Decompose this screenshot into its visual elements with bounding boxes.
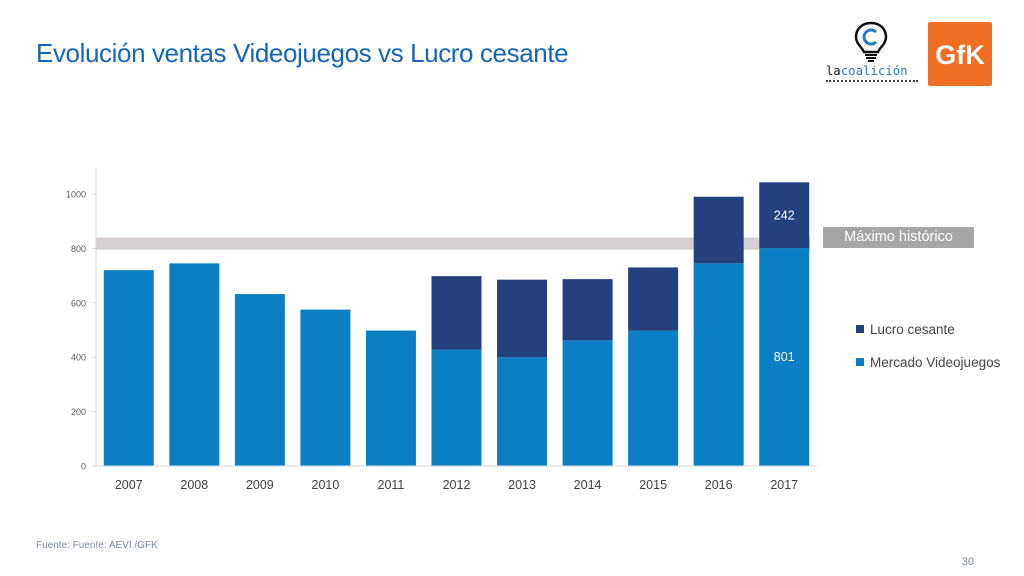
source-note: Fuente: Fuente: AEVI /GFK: [36, 540, 158, 551]
x-tick-label-2008: 2008: [180, 478, 208, 492]
chart-legend: Lucro cesante Mercado Videojuegos: [856, 320, 1006, 386]
y-tick-label: 1000: [66, 190, 86, 200]
legend-swatch-lucro: [856, 325, 864, 333]
x-tick-label-2007: 2007: [115, 478, 143, 492]
y-tick-label: 400: [71, 353, 86, 363]
lacoalicion-logo: lacoalición: [826, 20, 918, 86]
x-tick-label-2009: 2009: [246, 478, 274, 492]
lacoalicion-wordmark: lacoalición: [826, 64, 908, 78]
max-historico-label: Máximo histórico: [823, 227, 974, 248]
bar-lucro-2014: [562, 279, 613, 341]
x-tick-label-2012: 2012: [443, 478, 471, 492]
gfk-logo: GfK: [928, 22, 992, 86]
max-historico-band: [96, 237, 810, 250]
bar-lucro-2016: [693, 196, 744, 264]
bar-lucro-2017: [759, 182, 810, 249]
bar-mercado-2008: [169, 263, 220, 466]
x-tick-label-2010: 2010: [312, 478, 340, 492]
bar-mercado-2009: [234, 294, 285, 466]
y-tick-label: 200: [71, 407, 86, 417]
lacoalicion-tagline-line: [826, 80, 918, 85]
legend-item-lucro: Lucro cesante: [856, 320, 1006, 339]
y-tick-label: 600: [71, 298, 86, 308]
bar-mercado-2015: [628, 330, 679, 466]
bar-lucro-2013: [497, 279, 548, 358]
bar-mercado-2007: [103, 270, 154, 466]
y-tick-label: 0: [81, 462, 86, 472]
y-tick-label: 800: [71, 244, 86, 254]
legend-swatch-mercado: [856, 358, 864, 366]
bar-mercado-2017: [759, 248, 810, 466]
gfk-wordmark-icon: GfK: [935, 40, 985, 70]
legend-label-mercado: Mercado Videojuegos: [870, 355, 1001, 370]
bar-mercado-2016: [693, 263, 744, 466]
x-tick-label-2014: 2014: [574, 478, 602, 492]
x-tick-label-2011: 2011: [378, 478, 405, 492]
page-title: Evolución ventas Videojuegos vs Lucro ce…: [36, 38, 569, 68]
bar-lucro-2015: [628, 267, 679, 331]
bar-mercado-2013: [497, 357, 548, 466]
x-tick-label-2017: 2017: [770, 478, 798, 492]
lightbulb-icon: [854, 21, 888, 62]
data-label-2017-mercado: 801: [774, 350, 795, 364]
page-number: 30: [961, 556, 974, 568]
bar-mercado-2012: [431, 349, 482, 466]
svg-text:GfK: GfK: [935, 40, 985, 70]
legend-item-mercado: Mercado Videojuegos: [856, 353, 1006, 372]
data-label-2017-lucro: 242: [774, 208, 795, 222]
bar-lucro-2012: [431, 276, 482, 350]
x-tick-label-2013: 2013: [508, 478, 536, 492]
bar-mercado-2014: [562, 340, 613, 466]
bar-mercado-2010: [300, 309, 351, 466]
legend-label-lucro: Lucro cesante: [870, 322, 955, 337]
x-tick-label-2015: 2015: [639, 478, 667, 492]
bar-mercado-2011: [365, 330, 416, 466]
x-tick-label-2016: 2016: [705, 478, 733, 492]
